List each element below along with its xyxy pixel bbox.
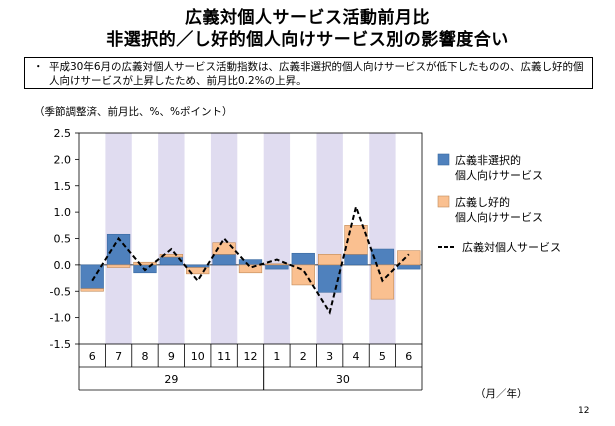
bar-discretionary (318, 254, 342, 266)
bar-nonselective (397, 264, 421, 270)
background-stripe (158, 133, 185, 344)
x-tick-label: 3 (326, 350, 333, 363)
legend-label: 広義対個人サービス (462, 240, 561, 254)
y-tick-label: -1.5 (50, 338, 71, 351)
bar-discretionary (133, 261, 157, 266)
axis-unit-label: （月／年） (475, 388, 528, 400)
legend-swatch-nonselective (437, 153, 450, 166)
background-stripe (263, 133, 291, 344)
x-year-label: 29 (164, 373, 178, 386)
x-tick-label: 7 (115, 350, 122, 363)
y-tick-label: 1.0 (54, 206, 72, 219)
summary-bullet: ・ (33, 61, 44, 73)
bar-nonselective (80, 264, 104, 289)
bar-nonselective (291, 252, 315, 266)
series-line-total (91, 203, 410, 315)
x-tick-label: 9 (168, 350, 175, 363)
y-tick-label: 0.0 (54, 259, 72, 272)
bar-nonselective (212, 254, 236, 266)
y-tick-label: 2.5 (54, 127, 72, 140)
summary-box: ・ 平成30年6月の広義対個人サービス活動指数は、広義非選択的個人向けサービスが… (24, 57, 593, 89)
bar-discretionary (186, 267, 210, 275)
x-tick-label: 12 (244, 350, 258, 363)
summary-text: 平成30年6月の広義対個人サービス活動指数は、広義非選択的個人向けサービスが低下… (49, 61, 584, 87)
chart-title-line2: 非選択的／し好的個人向けサービス別の影響度合い (106, 30, 509, 50)
background-stripe (210, 133, 238, 344)
x-tick-label: 6 (405, 350, 412, 363)
bar-nonselective (186, 264, 210, 268)
legend-label: 広義非選択的 (455, 153, 521, 167)
x-tick-label: 6 (89, 350, 96, 363)
legend-swatch-discretionary (437, 195, 450, 208)
x-tick-label: 4 (353, 350, 360, 363)
bar-discretionary (159, 254, 183, 258)
x-tick-label: 2 (300, 350, 307, 363)
bar-nonselective (238, 259, 263, 266)
y-tick-label: -0.5 (50, 285, 71, 298)
page-number: 12 (578, 406, 590, 416)
x-tick-label: 5 (379, 350, 386, 363)
bar-nonselective (344, 254, 368, 266)
legend-label: 広義し好的 (455, 195, 510, 209)
bar-discretionary (265, 263, 289, 266)
bar-discretionary (238, 264, 263, 274)
y-tick-label: 0.5 (54, 233, 72, 246)
bar-discretionary (397, 250, 421, 266)
x-tick-label: 8 (141, 350, 148, 363)
units-note: （季節調整済、前月比、%、%ポイント） (34, 106, 233, 118)
x-tick-label: 11 (217, 350, 231, 363)
background-stripe (369, 133, 396, 344)
bar-discretionary (212, 242, 236, 255)
y-tick-label: -1.0 (50, 312, 71, 325)
y-tick-label: 1.5 (54, 180, 72, 193)
bar-discretionary (106, 264, 131, 268)
legend-label: 個人向けサービス (455, 210, 543, 224)
x-tick-label: 10 (191, 350, 205, 363)
chart-title-line1: 広義対個人サービス活動前月比 (185, 8, 430, 28)
bar-discretionary (80, 288, 104, 292)
x-tick-label: 1 (273, 350, 280, 363)
x-year-label: 30 (336, 373, 350, 386)
y-tick-label: 2.0 (54, 153, 72, 166)
legend-label: 個人向けサービス (455, 168, 543, 182)
bar-nonselective (265, 264, 289, 270)
